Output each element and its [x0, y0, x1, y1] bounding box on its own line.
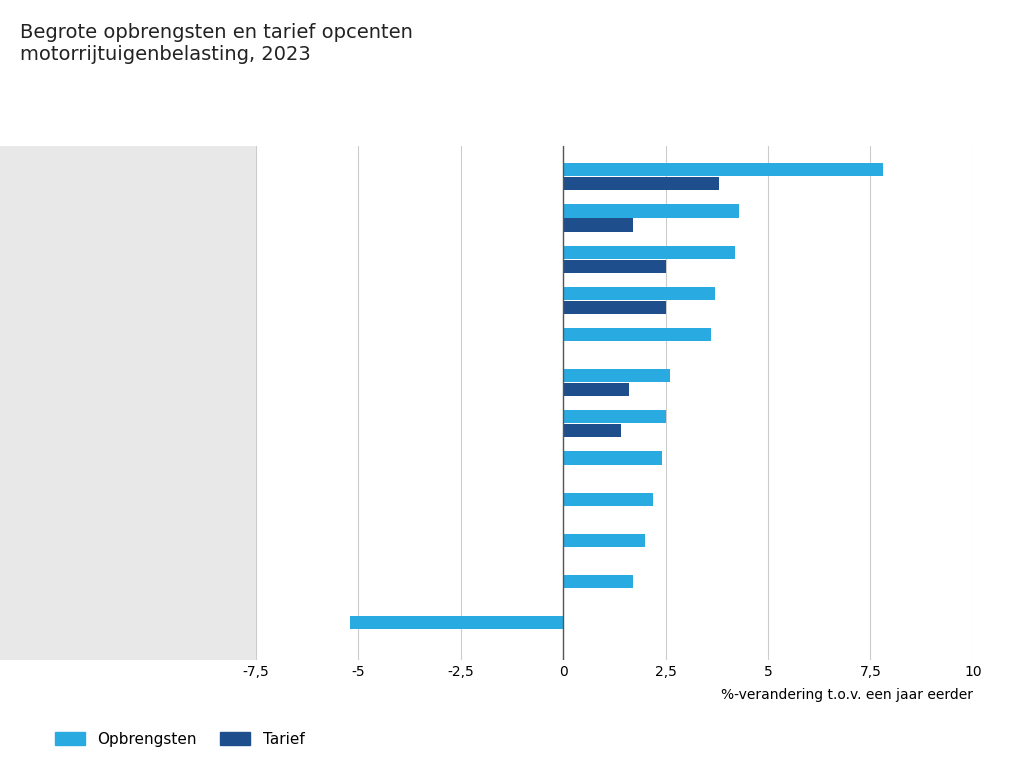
- Bar: [563, 410, 666, 423]
- Bar: [563, 286, 715, 300]
- Bar: [563, 246, 735, 259]
- X-axis label: %-verandering t.o.v. een jaar eerder: %-verandering t.o.v. een jaar eerder: [721, 687, 973, 702]
- Bar: [563, 218, 633, 231]
- Bar: [563, 177, 719, 190]
- Bar: [350, 616, 563, 629]
- Bar: [563, 328, 711, 341]
- Bar: [563, 383, 629, 396]
- Bar: [563, 452, 662, 465]
- Bar: [563, 204, 739, 217]
- Bar: [563, 424, 621, 437]
- Bar: [563, 164, 883, 177]
- Bar: [563, 301, 666, 314]
- Text: Begrote opbrengsten en tarief opcenten
motorrijtuigenbelasting, 2023: Begrote opbrengsten en tarief opcenten m…: [20, 23, 414, 64]
- Bar: [563, 534, 645, 547]
- Bar: [563, 575, 633, 588]
- Bar: [563, 369, 670, 382]
- Legend: Opbrengsten, Tarief: Opbrengsten, Tarief: [48, 726, 310, 753]
- Bar: [563, 260, 666, 273]
- Bar: [563, 492, 653, 505]
